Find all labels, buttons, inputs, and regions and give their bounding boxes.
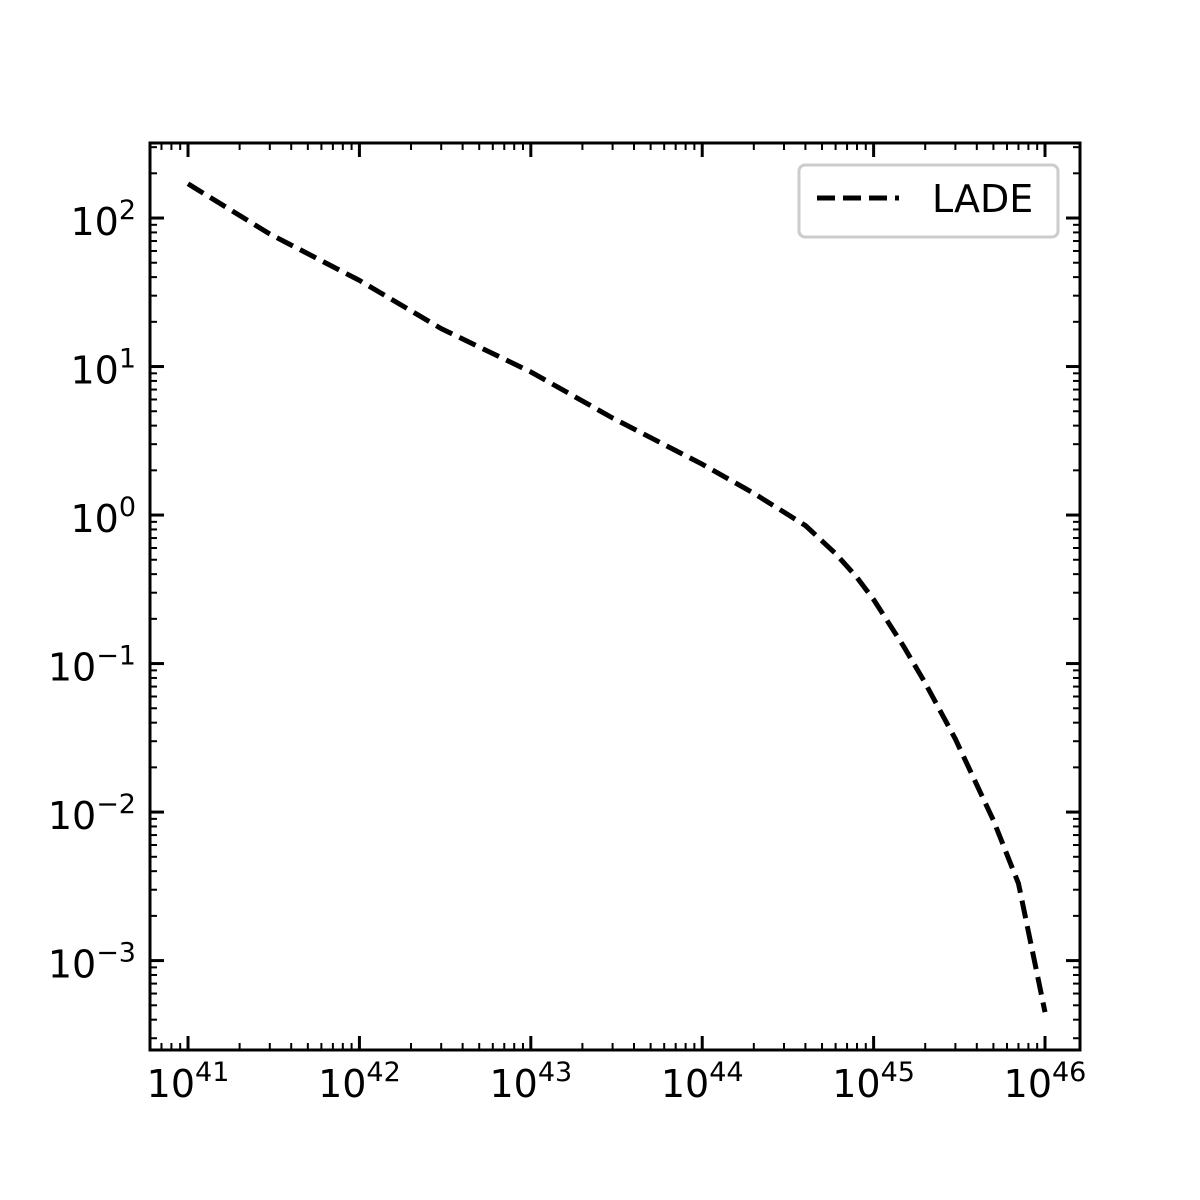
legend-box	[797, 163, 1060, 239]
x-tick-label: 1043	[489, 1057, 572, 1106]
x-tick-label: 1046	[1004, 1057, 1087, 1106]
x-tick-label: 1044	[661, 1057, 744, 1106]
x-tick-label: 1045	[832, 1057, 915, 1106]
series-line-lade	[186, 181, 1048, 1013]
x-tick-label: 1041	[147, 1057, 230, 1106]
series-layer	[186, 181, 1048, 1013]
legend-label: LADE	[932, 177, 1033, 221]
tick-labels-layer: 1041 1042 1043 1044 1045 1046 102 101 100 10−1 10−…	[48, 195, 1087, 1106]
y-tick-label: 100	[70, 492, 136, 541]
legend: LADE	[797, 163, 1060, 239]
plot-frame	[148, 141, 1082, 1052]
x-tick-label: 1042	[318, 1057, 401, 1106]
y-tick-label: 102	[70, 195, 136, 244]
y-tick-label: 10−3	[48, 938, 136, 987]
y-tick-label: 101	[70, 344, 136, 393]
y-tick-label: 10−2	[48, 789, 136, 838]
y-tick-label: 10−1	[48, 641, 136, 690]
